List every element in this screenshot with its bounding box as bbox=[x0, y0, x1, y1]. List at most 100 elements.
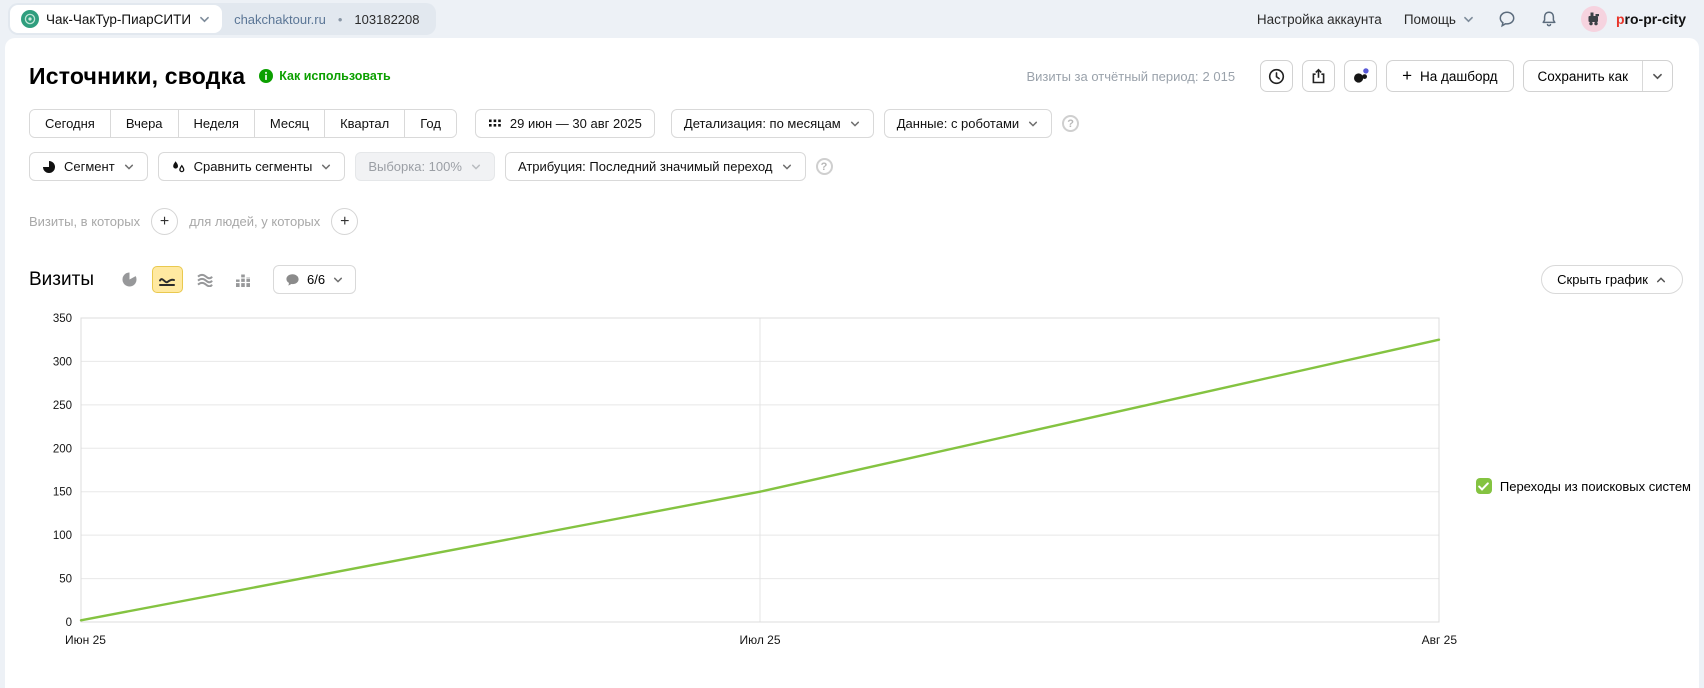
sampling-dropdown[interactable]: Выборка: 100% bbox=[355, 152, 495, 181]
chevron-down-icon bbox=[470, 161, 482, 173]
save-as-menu-button[interactable] bbox=[1642, 61, 1672, 91]
add-visit-condition-button[interactable]: + bbox=[151, 208, 179, 235]
attribution-dropdown[interactable]: Атрибуция: Последний значимый переход bbox=[504, 152, 806, 181]
chevron-down-icon bbox=[1027, 118, 1039, 130]
counter-switcher[interactable]: Чак-ЧакТур-ПиарСИТИ chakchaktour.ru • 10… bbox=[8, 3, 436, 35]
comment-bubble-icon bbox=[285, 273, 300, 287]
topbar-right: Настройка аккаунта Помощь pro-pr-city bbox=[1257, 6, 1686, 32]
calendar-icon bbox=[488, 117, 502, 131]
chart-type-line-button[interactable] bbox=[151, 266, 183, 293]
legend-item[interactable]: Переходы из поисковых систем bbox=[1475, 478, 1691, 494]
chevron-down-icon bbox=[1462, 13, 1475, 26]
svg-text:250: 250 bbox=[53, 400, 72, 412]
chevron-down-icon bbox=[1651, 70, 1664, 83]
visits-chart-area: 0 50 100 150 200 250 300 350 Июн 25 Июл 25 Авг 25 … bbox=[29, 310, 1699, 654]
visits-chart[interactable]: 0 50 100 150 200 250 300 350 Июн 25 Июл 25 Авг 25 bbox=[29, 310, 1469, 654]
help-label: Помощь bbox=[1403, 11, 1456, 27]
counter-avatar bbox=[21, 10, 39, 28]
annotations-dropdown[interactable]: 6/6 bbox=[272, 265, 357, 294]
help-question-icon[interactable]: ? bbox=[1062, 115, 1080, 132]
compare-segments-dropdown[interactable]: Сравнить сегменты bbox=[157, 152, 346, 181]
how-to-use-link[interactable]: Как использовать bbox=[259, 69, 391, 83]
period-segmented-control: Сегодня Вчера Неделя Месяц Квартал Год bbox=[29, 109, 457, 138]
period-year[interactable]: Год bbox=[405, 110, 456, 137]
schedule-button[interactable] bbox=[1260, 60, 1294, 92]
compare-segments-icon bbox=[171, 160, 186, 174]
user-name: pro-pr-city bbox=[1616, 11, 1686, 27]
svg-text:350: 350 bbox=[53, 313, 72, 325]
add-to-dashboard-button[interactable]: + На дашборд bbox=[1386, 60, 1514, 92]
report-page: Источники, сводка Как использовать Визит… bbox=[5, 38, 1699, 688]
user-name-first: p bbox=[1615, 11, 1625, 27]
chart-title: Визиты bbox=[29, 268, 94, 290]
period-today[interactable]: Сегодня bbox=[30, 110, 111, 137]
segment-icon bbox=[42, 160, 56, 174]
visits-period-value: 2 015 bbox=[1202, 68, 1236, 84]
plus-icon: + bbox=[1402, 65, 1412, 85]
report-header: Источники, сводка Как использовать Визит… bbox=[5, 58, 1699, 94]
chevron-down-icon bbox=[332, 274, 344, 286]
separator-dot: • bbox=[337, 11, 343, 27]
period-month[interactable]: Месяц bbox=[254, 110, 326, 137]
user-avatar bbox=[1580, 6, 1607, 32]
chart-type-columns-button[interactable] bbox=[228, 266, 259, 293]
query-builder-row: Визиты, в которых + для людей, у которых… bbox=[29, 208, 1675, 235]
counter-selector[interactable]: Чак-ЧакТур-ПиарСИТИ bbox=[10, 5, 223, 33]
counter-id: 103182208 bbox=[354, 11, 420, 27]
svg-text:Авг 25: Авг 25 bbox=[1422, 633, 1458, 647]
user-name-rest: ro-pr-city bbox=[1624, 11, 1686, 27]
help-menu[interactable]: Помощь bbox=[1404, 12, 1475, 27]
period-quarter[interactable]: Квартал bbox=[325, 110, 406, 137]
account-settings-link[interactable]: Настройка аккаунта bbox=[1256, 11, 1382, 27]
chevron-down-icon bbox=[123, 161, 135, 173]
attribution-label: Атрибуция: Последний значимый переход bbox=[517, 159, 773, 174]
chart-type-area-button[interactable] bbox=[190, 266, 221, 293]
chart-toolbar: Визиты 6/6 Скрыть график bbox=[29, 265, 1683, 294]
save-as-split-button: Сохранить как bbox=[1522, 60, 1673, 92]
period-yesterday[interactable]: Вчера bbox=[110, 110, 179, 137]
assistant-button[interactable] bbox=[1344, 60, 1378, 92]
chevron-down-icon bbox=[849, 118, 861, 130]
counter-domain: chakchaktour.ru bbox=[234, 11, 326, 27]
save-as-button[interactable]: Сохранить как bbox=[1537, 68, 1628, 84]
help-question-icon[interactable]: ? bbox=[815, 158, 833, 175]
date-range-button[interactable]: 29 июн — 30 авг 2025 bbox=[474, 109, 655, 138]
svg-text:Июн 25: Июн 25 bbox=[65, 633, 106, 647]
hide-chart-button[interactable]: Скрыть график bbox=[1541, 265, 1683, 294]
legend-label: Переходы из поисковых систем bbox=[1499, 478, 1691, 494]
topbar: Чак-ЧакТур-ПиарСИТИ chakchaktour.ru • 10… bbox=[0, 0, 1704, 38]
info-icon bbox=[259, 69, 274, 83]
svg-text:300: 300 bbox=[53, 356, 72, 368]
data-mode-label: Данные: с роботами bbox=[896, 116, 1020, 131]
segment-filter-row: Сегмент Сравнить сегменты Выборка: 100% … bbox=[29, 152, 1675, 181]
segment-label: Сегмент bbox=[64, 159, 115, 174]
svg-text:50: 50 bbox=[59, 574, 72, 586]
export-button[interactable] bbox=[1302, 60, 1336, 92]
annotations-count: 6/6 bbox=[306, 272, 326, 287]
visits-period-label: Визиты за отчётный период: bbox=[1026, 68, 1199, 84]
page-title: Источники, сводка bbox=[29, 62, 246, 89]
hide-chart-label: Скрыть график bbox=[1557, 272, 1648, 287]
detail-label: Детализация: по месяцам bbox=[683, 116, 841, 131]
add-people-condition-button[interactable]: + bbox=[331, 208, 359, 235]
chevron-down-icon bbox=[320, 161, 332, 173]
chat-icon[interactable] bbox=[1497, 9, 1517, 29]
bell-icon[interactable] bbox=[1539, 9, 1559, 29]
add-to-dashboard-label: На дашборд bbox=[1420, 68, 1498, 84]
data-mode-dropdown[interactable]: Данные: с роботами bbox=[883, 109, 1053, 138]
visits-condition-label: Визиты, в которых bbox=[29, 214, 141, 229]
user-menu[interactable]: pro-pr-city bbox=[1580, 6, 1686, 32]
svg-text:0: 0 bbox=[66, 617, 72, 629]
counter-name: Чак-ЧакТур-ПиарСИТИ bbox=[46, 11, 192, 27]
chevron-down-icon bbox=[198, 13, 211, 26]
chart-type-pie-button[interactable] bbox=[114, 266, 145, 293]
legend-checkbox[interactable] bbox=[1475, 478, 1492, 494]
visits-period-total: Визиты за отчётный период: 2 015 bbox=[1026, 69, 1235, 84]
date-range-label: 29 июн — 30 авг 2025 bbox=[509, 116, 642, 131]
segment-dropdown[interactable]: Сегмент bbox=[29, 152, 148, 181]
detail-dropdown[interactable]: Детализация: по месяцам bbox=[670, 109, 874, 138]
compare-segments-label: Сравнить сегменты bbox=[193, 159, 313, 174]
svg-text:200: 200 bbox=[53, 443, 72, 455]
period-week[interactable]: Неделя bbox=[178, 110, 255, 137]
sampling-label: Выборка: 100% bbox=[368, 159, 462, 174]
